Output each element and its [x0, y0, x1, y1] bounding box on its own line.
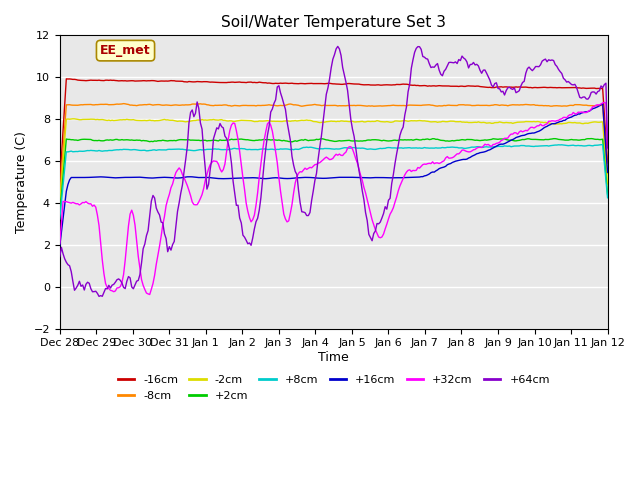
Legend: -16cm, -8cm, -2cm, +2cm, +8cm, +16cm, +32cm, +64cm: -16cm, -8cm, -2cm, +2cm, +8cm, +16cm, +3…	[113, 371, 554, 405]
Text: EE_met: EE_met	[100, 44, 151, 57]
X-axis label: Time: Time	[318, 351, 349, 364]
Title: Soil/Water Temperature Set 3: Soil/Water Temperature Set 3	[221, 15, 446, 30]
Y-axis label: Temperature (C): Temperature (C)	[15, 131, 28, 233]
